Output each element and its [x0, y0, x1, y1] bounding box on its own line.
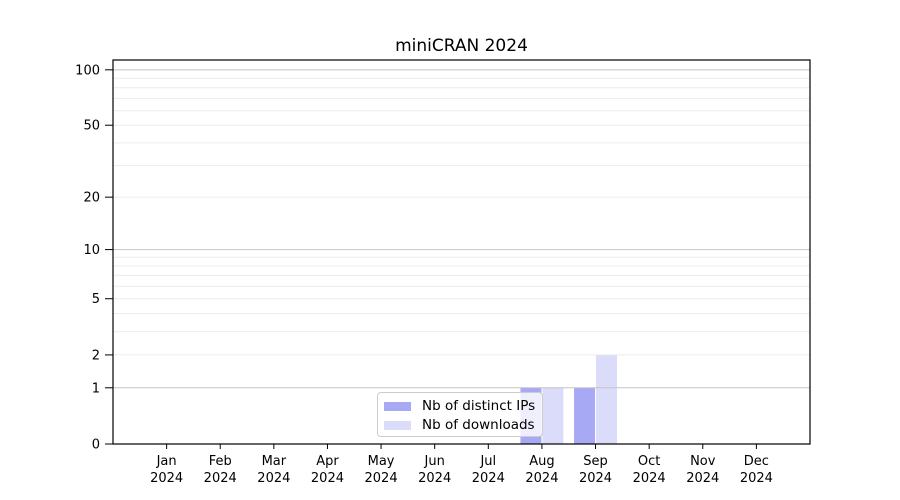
x-tick-label-month: Oct: [638, 454, 660, 469]
legend: Nb of distinct IPs Nb of downloads: [377, 392, 543, 437]
x-tick-label-year: 2024: [525, 471, 558, 486]
x-tick-label-month: May: [368, 454, 395, 469]
x-tick-label-year: 2024: [633, 471, 666, 486]
x-tick-label-month: Sep: [583, 454, 608, 469]
x-tick-label-month: Jan: [156, 454, 177, 469]
x-tick-label-month: Mar: [262, 454, 287, 469]
chart-title: miniCRAN 2024: [395, 36, 528, 56]
y-tick-label: 50: [83, 119, 100, 134]
y-tick-label: 0: [92, 438, 100, 453]
x-tick-label-year: 2024: [686, 471, 719, 486]
x-tick-label-year: 2024: [311, 471, 344, 486]
y-tick-label: 1: [92, 381, 100, 396]
bar-downloads-aug: [542, 387, 564, 444]
x-tick-label-year: 2024: [150, 471, 183, 486]
legend-item-distinct-ips: Nb of distinct IPs: [384, 398, 542, 415]
x-tick-label-year: 2024: [204, 471, 237, 486]
x-tick-label-year: 2024: [257, 471, 290, 486]
legend-label-distinct-ips: Nb of distinct IPs: [422, 398, 536, 414]
y-tick-label: 100: [75, 63, 100, 78]
legend-label-downloads: Nb of downloads: [422, 417, 535, 433]
x-tick-label-month: Nov: [690, 454, 716, 469]
x-tick-label-month: Jul: [479, 454, 496, 469]
x-tick-label-month: Dec: [744, 454, 769, 469]
y-tick-label: 10: [83, 243, 100, 258]
y-tick-label: 5: [92, 292, 100, 307]
x-tick-label-month: Feb: [209, 454, 232, 469]
x-tick-label-month: Jun: [424, 454, 445, 469]
bar-downloads-sep: [596, 354, 618, 444]
x-tick-label-year: 2024: [418, 471, 451, 486]
bar-distinct-ips-sep: [574, 387, 596, 444]
x-tick-label-month: Aug: [529, 454, 554, 469]
legend-item-downloads: Nb of downloads: [384, 417, 542, 434]
x-tick-label-year: 2024: [472, 471, 505, 486]
x-tick-label-month: Apr: [316, 454, 339, 469]
x-tick-label-year: 2024: [579, 471, 612, 486]
x-tick-label-year: 2024: [740, 471, 773, 486]
x-tick-label-year: 2024: [365, 471, 398, 486]
plot-frame: [112, 59, 811, 445]
legend-swatch-distinct-ips: [384, 402, 411, 411]
legend-swatch-downloads: [384, 421, 411, 430]
y-tick-label: 20: [83, 191, 100, 206]
y-tick-label: 2: [92, 348, 100, 363]
